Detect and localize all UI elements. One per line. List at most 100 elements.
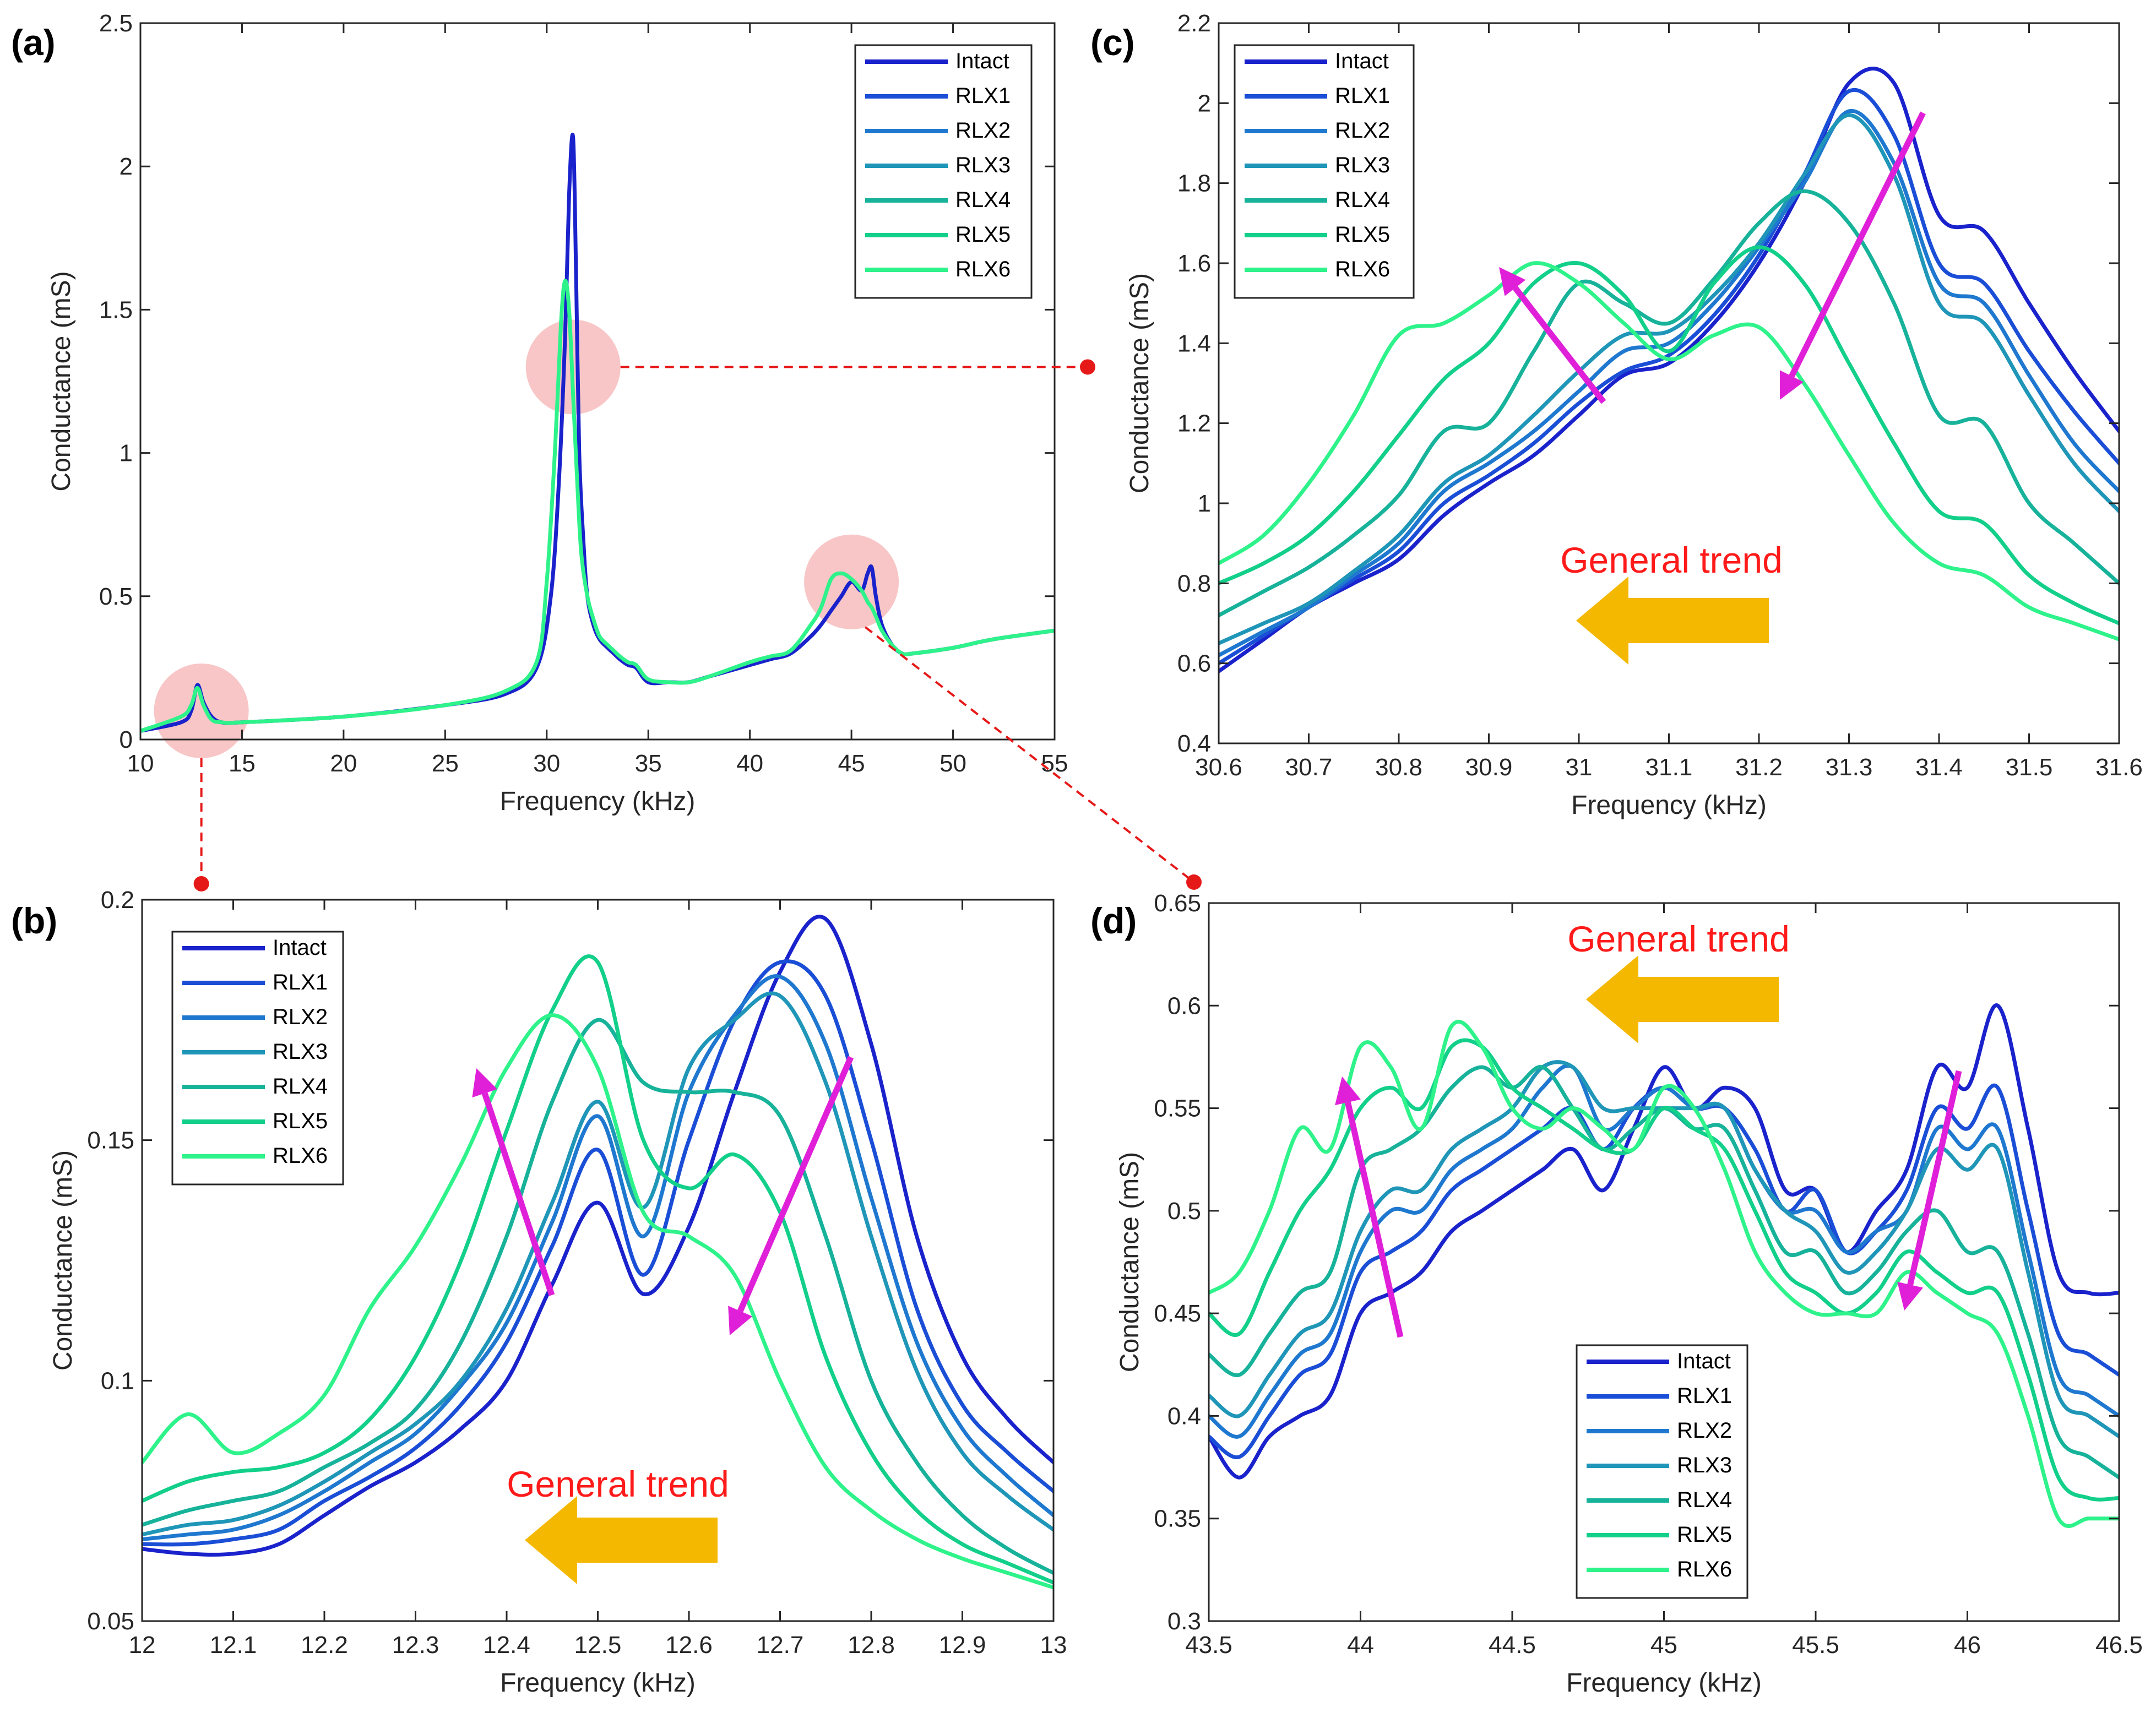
x-tick-label: 30.7 <box>1285 754 1333 781</box>
zoom-region-circle <box>154 663 249 758</box>
y-tick-label: 1.6 <box>1177 250 1211 277</box>
x-tick-label: 45 <box>1650 1632 1677 1659</box>
x-tick-label: 45.5 <box>1792 1632 1839 1659</box>
legend: Intact RLX1 RLX2 RLX3 RLX4 RLX5 RLX6 <box>854 44 1033 299</box>
series-line-rlx6 <box>1219 261 2119 641</box>
x-tick-label: 31 <box>1566 754 1593 781</box>
x-tick-label: 30.9 <box>1465 754 1513 781</box>
legend-label: RLX3 <box>273 1040 328 1064</box>
shift-arrow-shaft <box>1345 1101 1404 1338</box>
x-tick-label: 12.2 <box>301 1632 348 1659</box>
y-tick-label: 1 <box>1198 490 1211 517</box>
zoom-connector-d <box>864 626 1195 883</box>
y-tick-label: 0.05 <box>87 1608 134 1635</box>
y-tick-label: 0.55 <box>1154 1095 1201 1122</box>
x-tick-label: 12.1 <box>210 1632 257 1659</box>
y-tick-label: 2.5 <box>99 10 133 37</box>
legend-box <box>854 44 1033 299</box>
series-line-rlx4 <box>142 1018 1053 1575</box>
shift-arrow-head <box>1897 1281 1924 1311</box>
y-axis-title: Conductance (mS) <box>47 271 76 491</box>
series-line-rlx3 <box>142 991 1053 1537</box>
x-tick-label: 50 <box>939 750 966 777</box>
panel-letter: (c) <box>1090 22 1135 63</box>
x-tick-label: 12.4 <box>483 1632 530 1659</box>
x-tick-label: 35 <box>635 750 662 777</box>
y-axis-title: Conductance (mS) <box>1115 1152 1144 1372</box>
x-tick-label: 12 <box>129 1632 156 1659</box>
x-axis-title: Frequency (kHz) <box>500 1668 696 1698</box>
x-tick-label: 55 <box>1041 750 1068 777</box>
x-tick-label: 31.5 <box>2006 754 2053 781</box>
legend-label: RLX1 <box>1335 84 1390 108</box>
series-line-intact <box>1219 67 2119 673</box>
legend-box <box>1234 44 1415 299</box>
x-axis-title: Frequency (kHz) <box>1571 791 1767 820</box>
legend-label: RLX6 <box>1677 1557 1732 1581</box>
legend-label: RLX5 <box>955 222 1011 247</box>
shift-arrow-head <box>1499 267 1526 296</box>
legend-label: Intact <box>955 49 1009 73</box>
x-tick-label: 43.5 <box>1185 1632 1232 1659</box>
general-trend-arrow <box>525 1496 718 1584</box>
zoom-target-dot <box>1080 359 1095 375</box>
series-line-intact <box>142 915 1053 1557</box>
legend: Intact RLX1 RLX2 RLX3 RLX4 RLX5 RLX6 <box>1576 1344 1748 1599</box>
legend-label: RLX2 <box>273 1005 328 1029</box>
x-axis-title: Frequency (kHz) <box>1566 1668 1762 1698</box>
legend: Intact RLX1 RLX2 RLX3 RLX4 RLX5 RLX6 <box>1234 44 1415 299</box>
zoom-connector-layer <box>193 359 1202 891</box>
series-line-rlx1 <box>142 959 1053 1547</box>
series-group <box>1209 1003 2119 1528</box>
y-tick-label: 0.15 <box>87 1127 134 1154</box>
shift-arrow-head <box>472 1068 497 1098</box>
legend-label: RLX2 <box>1335 118 1390 143</box>
series-line-rlx6 <box>140 279 1055 733</box>
general-trend-arrow <box>1576 577 1769 665</box>
x-tick-label: 12.7 <box>757 1632 804 1659</box>
panel-b: (b) 12 12.1 12.2 12.3 12.4 12.5 12.6 12.7 12.8 12.… <box>11 887 1067 1698</box>
panel-letter: (d) <box>1090 900 1137 941</box>
legend-label: RLX1 <box>1677 1384 1732 1408</box>
y-tick-label: 0.4 <box>1177 730 1211 757</box>
y-tick-label: 0.8 <box>1177 570 1211 597</box>
legend-label: RLX5 <box>273 1109 328 1133</box>
legend-label: RLX6 <box>273 1144 328 1168</box>
y-tick-label: 1.5 <box>99 296 133 323</box>
x-tick-label: 30.8 <box>1375 754 1422 781</box>
general-trend-arrow <box>1586 955 1779 1043</box>
series-group <box>1219 67 2119 673</box>
overlay-layer <box>154 319 899 758</box>
panel-d: (d) 43.5 44 44.5 45 45.5 46 46.5 0.3 0.35 0.4 0.45 0… <box>1090 890 2143 1698</box>
y-tick-label: 0.65 <box>1154 890 1201 917</box>
x-tick-label: 10 <box>127 750 154 777</box>
y-axis-title: Conductance (mS) <box>1125 273 1154 493</box>
legend-label: RLX3 <box>1335 153 1390 177</box>
x-tick-label: 31.3 <box>1826 754 1873 781</box>
legend-label: RLX2 <box>1677 1418 1732 1443</box>
shift-arrow-head <box>1779 370 1804 400</box>
x-tick-label: 31.4 <box>1915 754 1963 781</box>
x-tick-label: 12.9 <box>939 1632 986 1659</box>
series-line-rlx4 <box>1219 189 2119 617</box>
zoom-target-dot <box>193 876 209 891</box>
shift-arrow-shaft <box>1513 286 1606 404</box>
y-tick-label: 0.2 <box>101 887 134 914</box>
series-group <box>140 133 1055 733</box>
panel-c: (c) 30.6 30.7 30.8 30.9 31 31.1 31.2 31.3 31.4 31.… <box>1090 10 2143 820</box>
x-tick-label: 44 <box>1347 1632 1374 1659</box>
y-tick-label: 0.1 <box>101 1367 134 1394</box>
x-tick-label: 12.5 <box>574 1632 622 1659</box>
general-trend-label: General trend <box>1560 540 1783 580</box>
series-line-rlx6 <box>142 1013 1053 1590</box>
y-tick-label: 1.2 <box>1177 410 1211 437</box>
x-tick-label: 40 <box>736 750 763 777</box>
x-tick-label: 31.2 <box>1735 754 1783 781</box>
legend-label: RLX2 <box>955 118 1011 143</box>
shift-arrow-head <box>728 1306 753 1335</box>
series-line-rlx1 <box>1219 88 2119 666</box>
x-tick-label: 46 <box>1954 1632 1981 1659</box>
series-line-rlx3 <box>1219 113 2119 645</box>
shift-arrow-head <box>1335 1077 1361 1106</box>
